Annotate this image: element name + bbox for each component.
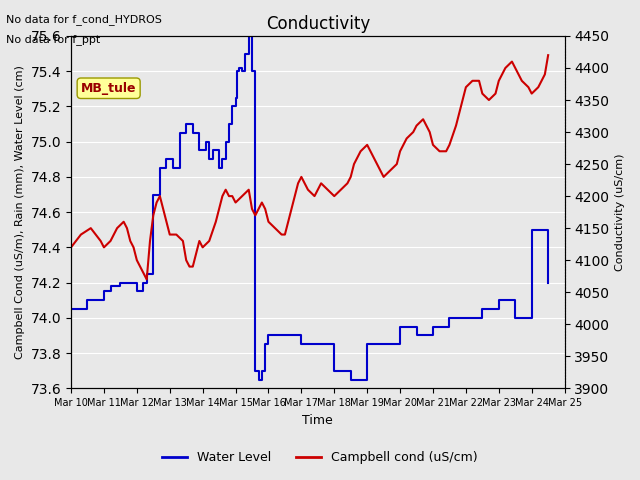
Text: MB_tule: MB_tule — [81, 82, 136, 95]
X-axis label: Time: Time — [303, 414, 333, 427]
Y-axis label: Campbell Cond (uS/m), Rain (mm), Water Level (cm): Campbell Cond (uS/m), Rain (mm), Water L… — [15, 65, 25, 359]
Text: No data for f_ppt: No data for f_ppt — [6, 34, 100, 45]
Legend: Water Level, Campbell cond (uS/cm): Water Level, Campbell cond (uS/cm) — [157, 446, 483, 469]
Title: Conductivity: Conductivity — [266, 15, 370, 33]
Y-axis label: Conductivity (uS/cm): Conductivity (uS/cm) — [615, 154, 625, 271]
Text: No data for f_cond_HYDROS: No data for f_cond_HYDROS — [6, 14, 163, 25]
